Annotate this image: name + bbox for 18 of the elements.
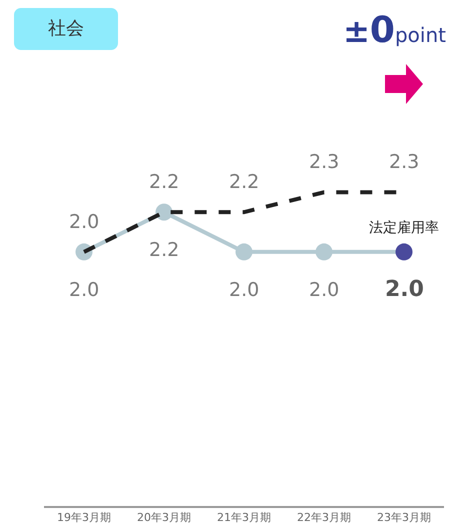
data-label: 2.0	[309, 279, 340, 301]
x-tick-label: 21年3月期	[217, 511, 271, 524]
data-label: 2.0	[69, 279, 100, 301]
data-label: 2.0	[229, 279, 260, 301]
data-label: 2.3	[389, 151, 420, 173]
data-label: 2.2	[149, 171, 180, 193]
data-label: 2.0	[385, 277, 424, 302]
chart-title: 社会	[14, 8, 118, 50]
text: ±0point	[343, 10, 446, 51]
series-label: 法定雇用率	[369, 220, 439, 236]
data-label: 2.0	[69, 211, 100, 233]
x-tick-label: 20年3月期	[137, 511, 191, 524]
x-tick-label: 19年3月期	[57, 511, 111, 524]
data-label: 2.3	[309, 151, 340, 173]
data-label: 2.2	[229, 171, 260, 193]
data-label: 2.2	[149, 239, 180, 261]
x-tick-label: 23年3月期	[377, 511, 431, 524]
x-tick-label: 22年3月期	[297, 511, 351, 524]
